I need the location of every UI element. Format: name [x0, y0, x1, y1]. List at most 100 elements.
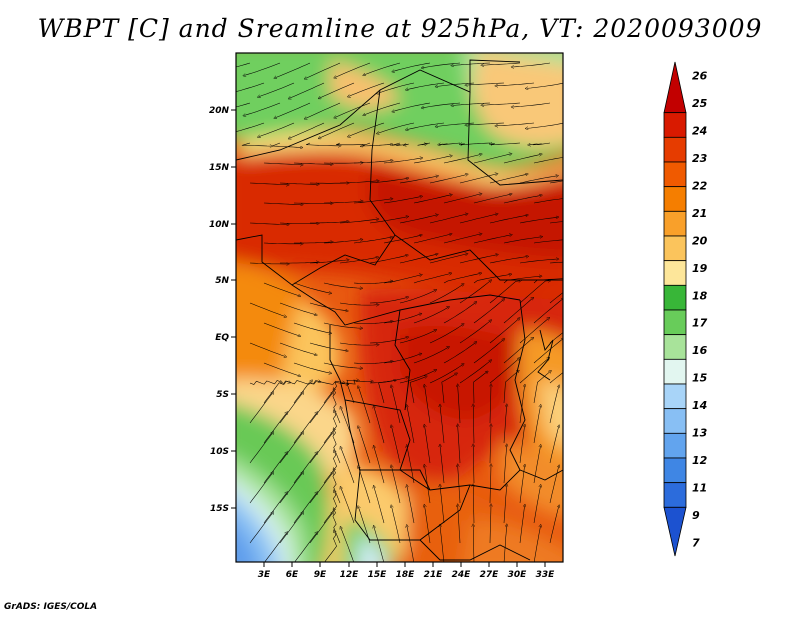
streamline — [425, 466, 431, 504]
streamline — [407, 82, 445, 90]
streamline — [306, 62, 341, 78]
streamline — [490, 465, 491, 504]
streamline — [263, 413, 287, 444]
streamline — [353, 237, 391, 244]
lat-label-10s: 10S — [210, 447, 229, 457]
colorbar-swatch — [663, 408, 687, 434]
streamline — [309, 302, 347, 311]
streamline — [519, 426, 525, 464]
colorbar-label: 23 — [692, 152, 708, 165]
streamline — [519, 259, 558, 264]
streamline — [294, 533, 317, 562]
streamline — [533, 157, 563, 164]
colorbar-swatch — [663, 136, 687, 163]
streamline — [309, 513, 333, 544]
streamline — [293, 493, 317, 524]
streamline — [519, 506, 525, 544]
streamline — [564, 343, 596, 363]
streamline — [353, 161, 392, 164]
streamline — [272, 142, 301, 148]
streamline — [378, 82, 415, 93]
streamline — [489, 281, 520, 304]
streamline — [473, 445, 474, 484]
streamline — [358, 427, 371, 464]
lon-label-30e: 30E — [508, 570, 528, 580]
streamline — [425, 426, 431, 464]
streamline — [564, 373, 584, 403]
streamline — [529, 142, 551, 145]
colorbar-swatch — [663, 358, 687, 385]
streamline — [309, 260, 348, 264]
streamline — [519, 358, 549, 384]
streamline — [503, 154, 541, 164]
streamline — [289, 82, 325, 98]
streamline — [549, 426, 559, 464]
streamline — [358, 387, 371, 424]
streamline — [399, 370, 436, 384]
streamline — [473, 235, 511, 244]
streamline — [489, 174, 527, 184]
streamline — [236, 102, 251, 108]
streamline — [413, 347, 448, 364]
streamline — [264, 533, 287, 562]
streamline — [341, 488, 355, 524]
streamline — [458, 465, 461, 504]
colorbar-label: 13 — [692, 427, 708, 440]
streamline — [429, 214, 467, 224]
streamline — [319, 122, 355, 138]
streamline — [503, 371, 518, 404]
lat-label-20n: 20N — [209, 106, 230, 116]
streamline — [279, 342, 316, 355]
streamline — [452, 62, 491, 66]
streamline — [336, 142, 366, 146]
streamline — [309, 473, 333, 504]
streamline — [378, 380, 396, 404]
streamline — [461, 143, 491, 145]
streamline — [459, 361, 491, 384]
colorbar-label: 12 — [692, 454, 708, 467]
streamline — [353, 281, 392, 284]
streamline — [440, 445, 445, 484]
streamline — [309, 380, 344, 385]
streamline — [293, 203, 332, 204]
colorbar-label: 24 — [692, 125, 707, 138]
streamline — [443, 343, 476, 364]
streamline — [294, 242, 332, 243]
streamline — [249, 433, 273, 464]
colorbar-swatch — [663, 457, 687, 484]
streamline — [358, 467, 371, 504]
lat-label-5n: 5N — [215, 276, 229, 286]
streamline — [473, 154, 511, 164]
streamline — [533, 526, 541, 562]
colorbar-top-triangle — [663, 61, 687, 114]
streamline — [564, 447, 575, 483]
lon-label-33e: 33E — [536, 570, 556, 580]
streamline — [275, 62, 311, 78]
streamline — [263, 282, 300, 296]
country-borders — [236, 59, 563, 561]
streamline — [473, 525, 474, 562]
streamline — [323, 201, 362, 204]
streamline — [249, 473, 273, 504]
streamline — [259, 82, 295, 97]
streamline — [399, 330, 436, 344]
streamline — [473, 274, 510, 284]
streamline — [503, 338, 533, 364]
streamline — [335, 62, 371, 77]
lat-label-eq: EQ — [215, 333, 229, 343]
streamline — [279, 393, 303, 424]
colorbar-label: 25 — [692, 97, 708, 110]
streamline — [323, 322, 361, 328]
colorbar-label: 17 — [692, 317, 708, 330]
colorbar-label: 16 — [692, 344, 708, 357]
colorbar-swatch — [663, 112, 687, 138]
streamline — [443, 303, 476, 324]
streamline — [323, 282, 361, 288]
streamline — [490, 425, 491, 464]
streamline — [392, 466, 401, 504]
colorbar-swatch — [663, 334, 687, 360]
streamline — [374, 527, 385, 562]
colorbar-swatch — [663, 186, 687, 212]
streamline — [549, 292, 563, 304]
streamline — [440, 525, 445, 562]
